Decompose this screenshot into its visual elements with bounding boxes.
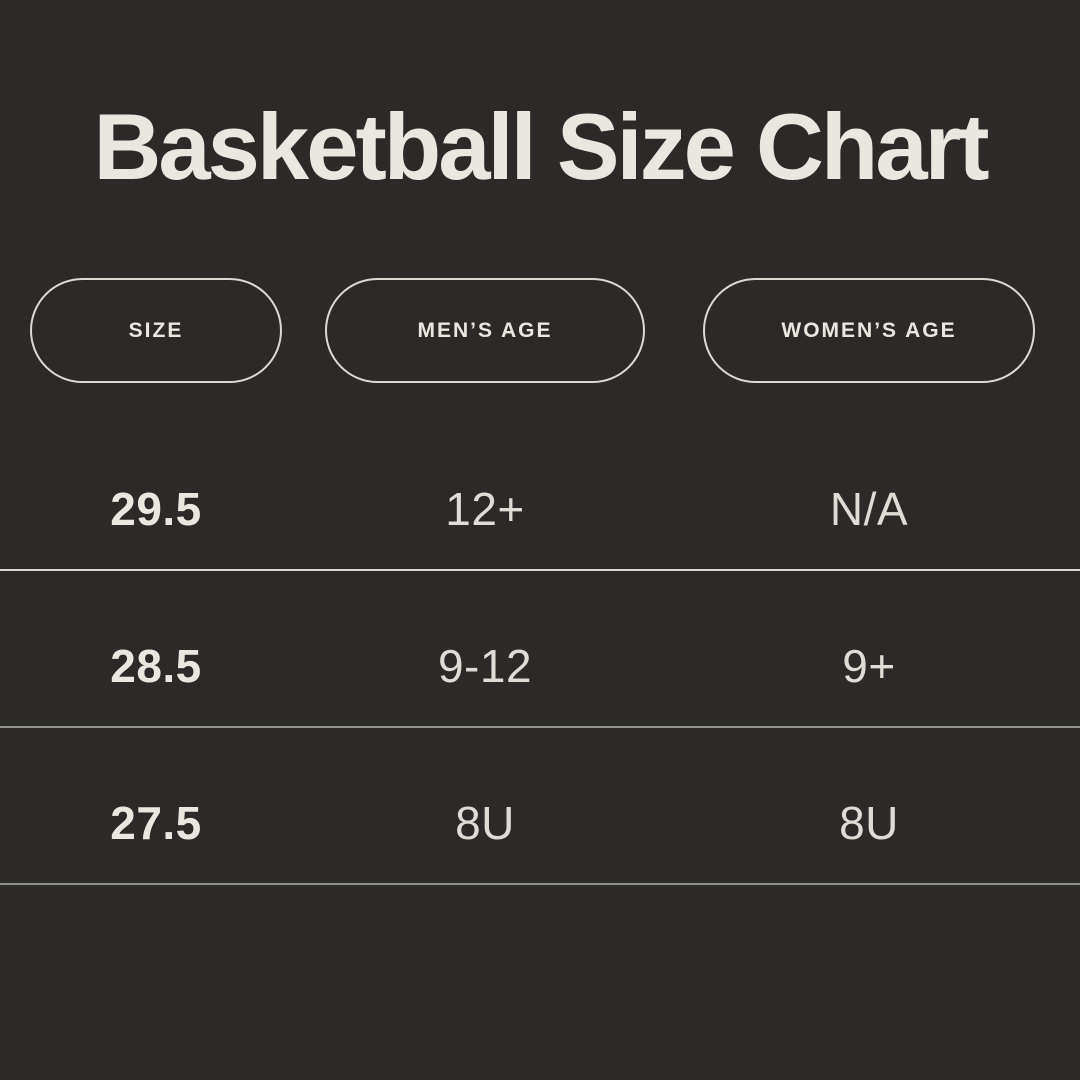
womens-age-value: 8U <box>839 797 899 850</box>
column-label-womens-age: WOMEN’S AGE <box>781 318 957 342</box>
table-row: 27.5 8U 8U <box>0 728 1080 886</box>
cell-size: 29.5 <box>0 449 312 569</box>
size-value: 27.5 <box>110 797 202 850</box>
cell-womens-age: 9+ <box>658 606 1080 726</box>
header-cell-mens-age: MEN’S AGE <box>312 278 658 384</box>
cell-size: 28.5 <box>0 606 312 726</box>
header-cell-womens-age: WOMEN’S AGE <box>658 278 1080 384</box>
cell-size: 27.5 <box>0 763 312 883</box>
size-value: 29.5 <box>110 483 202 536</box>
womens-age-value: N/A <box>829 483 909 536</box>
column-pill-mens-age: MEN’S AGE <box>325 278 645 384</box>
cell-womens-age: 8U <box>658 763 1080 883</box>
cell-mens-age: 12+ <box>312 449 658 569</box>
column-pill-size: SIZE <box>30 278 282 384</box>
mens-age-value: 8U <box>455 797 515 850</box>
mens-age-value: 12+ <box>445 483 525 536</box>
table-header: SIZE MEN’S AGE WOMEN’S AGE <box>0 278 1080 384</box>
header-cell-size: SIZE <box>0 278 312 384</box>
table-row: 29.5 12+ N/A <box>0 414 1080 572</box>
mens-age-value: 9-12 <box>437 640 533 693</box>
column-pill-womens-age: WOMEN’S AGE <box>703 278 1035 384</box>
table-row: 28.5 9-12 9+ <box>0 571 1080 729</box>
cell-mens-age: 9-12 <box>312 606 658 726</box>
cell-womens-age: N/A <box>658 449 1080 569</box>
size-value: 28.5 <box>110 640 202 693</box>
column-label-mens-age: MEN’S AGE <box>417 318 553 342</box>
table-body: 29.5 12+ N/A 28.5 9-12 9+ 27.5 <box>0 414 1080 886</box>
cell-mens-age: 8U <box>312 763 658 883</box>
page-title: Basketball Size Chart <box>93 94 989 199</box>
womens-age-value: 9+ <box>842 640 896 693</box>
column-label-size: SIZE <box>128 318 184 342</box>
